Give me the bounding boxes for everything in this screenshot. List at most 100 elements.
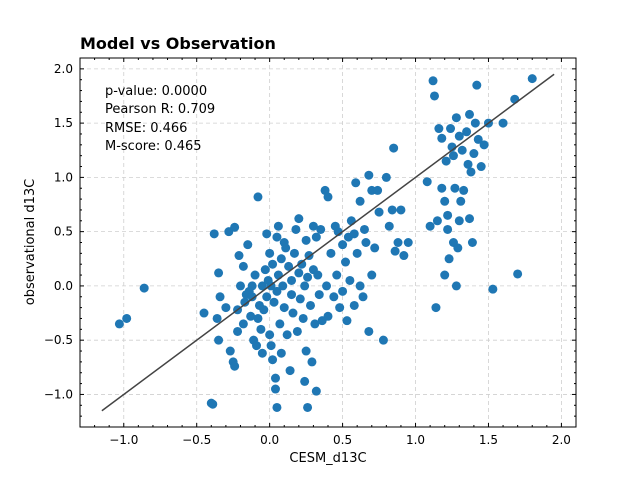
data-point xyxy=(444,254,454,264)
data-point xyxy=(428,76,438,86)
data-point xyxy=(212,313,222,323)
stats-annotations: p-value: 0.0000 Pearson R: 0.709 RMSE: 0… xyxy=(105,84,215,154)
data-point xyxy=(361,238,371,247)
annotation-rmse: RMSE: 0.466 xyxy=(105,121,187,136)
data-point xyxy=(473,134,483,144)
data-point xyxy=(345,275,355,285)
data-point xyxy=(448,151,458,161)
data-point xyxy=(297,259,307,269)
data-point xyxy=(381,172,391,182)
x-tick-label: 2.0 xyxy=(552,433,571,447)
x-tick-label: −1.0 xyxy=(109,433,138,447)
data-point xyxy=(301,346,311,356)
data-point xyxy=(221,303,231,313)
data-point xyxy=(295,294,305,304)
data-point xyxy=(114,319,124,329)
data-point xyxy=(453,243,463,253)
axis-ticks: −1.0 −0.5 0.0 0.5 1.0 1.5 2.0 −1.0 −0.5 0.0 0.5 1.0… xyxy=(44,58,576,447)
data-point xyxy=(278,281,288,291)
data-point xyxy=(351,178,361,188)
data-point xyxy=(450,183,460,193)
data-point xyxy=(346,216,356,226)
data-point xyxy=(272,286,282,296)
data-point xyxy=(338,240,348,250)
data-point xyxy=(364,170,374,180)
data-point xyxy=(432,216,442,226)
data-point xyxy=(338,286,348,296)
data-point xyxy=(459,185,469,195)
data-point xyxy=(510,94,520,104)
data-point xyxy=(215,292,225,302)
annotation-pearson-r: Pearson R: 0.709 xyxy=(105,102,215,117)
data-point xyxy=(246,311,256,321)
data-point xyxy=(276,348,286,358)
data-point xyxy=(467,238,477,247)
data-point xyxy=(240,297,250,307)
data-point xyxy=(342,316,352,326)
data-point xyxy=(303,272,313,282)
data-point xyxy=(276,254,286,264)
y-tick-label: 0.5 xyxy=(54,225,73,239)
data-point xyxy=(272,402,282,412)
y-tick-label: 1.0 xyxy=(54,170,73,184)
data-point xyxy=(335,303,345,313)
data-point xyxy=(429,91,439,101)
data-point xyxy=(294,214,304,224)
data-point xyxy=(378,335,388,345)
data-point xyxy=(291,224,301,234)
data-point xyxy=(463,159,473,169)
data-point xyxy=(367,270,377,280)
data-point xyxy=(469,149,479,159)
data-point xyxy=(403,238,413,247)
data-point xyxy=(374,207,384,217)
y-tick-label: −1.0 xyxy=(44,387,73,401)
data-point xyxy=(399,251,409,261)
data-point xyxy=(446,124,456,134)
data-point xyxy=(266,341,276,351)
data-point xyxy=(440,196,450,206)
data-point xyxy=(425,221,435,231)
data-point xyxy=(527,74,537,84)
annotation-m-score: M-score: 0.465 xyxy=(105,139,202,154)
data-point xyxy=(238,319,248,329)
data-point xyxy=(396,205,406,215)
data-point xyxy=(466,167,476,177)
data-point xyxy=(300,281,310,291)
data-point xyxy=(440,270,450,280)
data-point xyxy=(230,222,240,232)
data-point xyxy=(214,335,224,345)
data-point xyxy=(238,261,248,271)
data-point xyxy=(443,210,453,220)
data-point xyxy=(451,281,461,291)
data-point xyxy=(476,162,486,172)
data-point xyxy=(225,346,235,356)
chart-title: Model vs Observation xyxy=(80,34,276,53)
data-point xyxy=(323,192,333,202)
y-tick-label: 0.0 xyxy=(54,279,73,293)
data-point xyxy=(287,290,297,300)
data-point xyxy=(247,281,257,291)
data-point xyxy=(465,109,475,119)
data-point xyxy=(329,292,339,302)
data-point xyxy=(389,143,399,153)
data-point xyxy=(470,118,480,128)
data-point xyxy=(349,300,359,310)
data-point xyxy=(199,308,209,318)
data-point xyxy=(262,229,272,239)
x-tick-label: 0.0 xyxy=(260,433,279,447)
data-point xyxy=(209,229,219,239)
data-point xyxy=(281,243,291,253)
data-point xyxy=(462,127,472,137)
data-point xyxy=(268,259,278,269)
data-point xyxy=(387,205,397,215)
data-point xyxy=(454,131,464,141)
data-point xyxy=(513,269,523,279)
data-point xyxy=(252,341,262,351)
data-point xyxy=(431,303,441,313)
data-point xyxy=(234,251,244,261)
regression-line xyxy=(101,73,555,412)
data-point xyxy=(384,221,394,231)
data-point xyxy=(355,196,365,206)
data-point xyxy=(298,313,308,323)
scatter-points xyxy=(114,74,537,412)
